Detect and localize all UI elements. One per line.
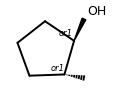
Polygon shape bbox=[73, 18, 85, 41]
Text: or1: or1 bbox=[58, 29, 72, 38]
Text: OH: OH bbox=[86, 5, 105, 18]
Text: or1: or1 bbox=[50, 64, 64, 73]
